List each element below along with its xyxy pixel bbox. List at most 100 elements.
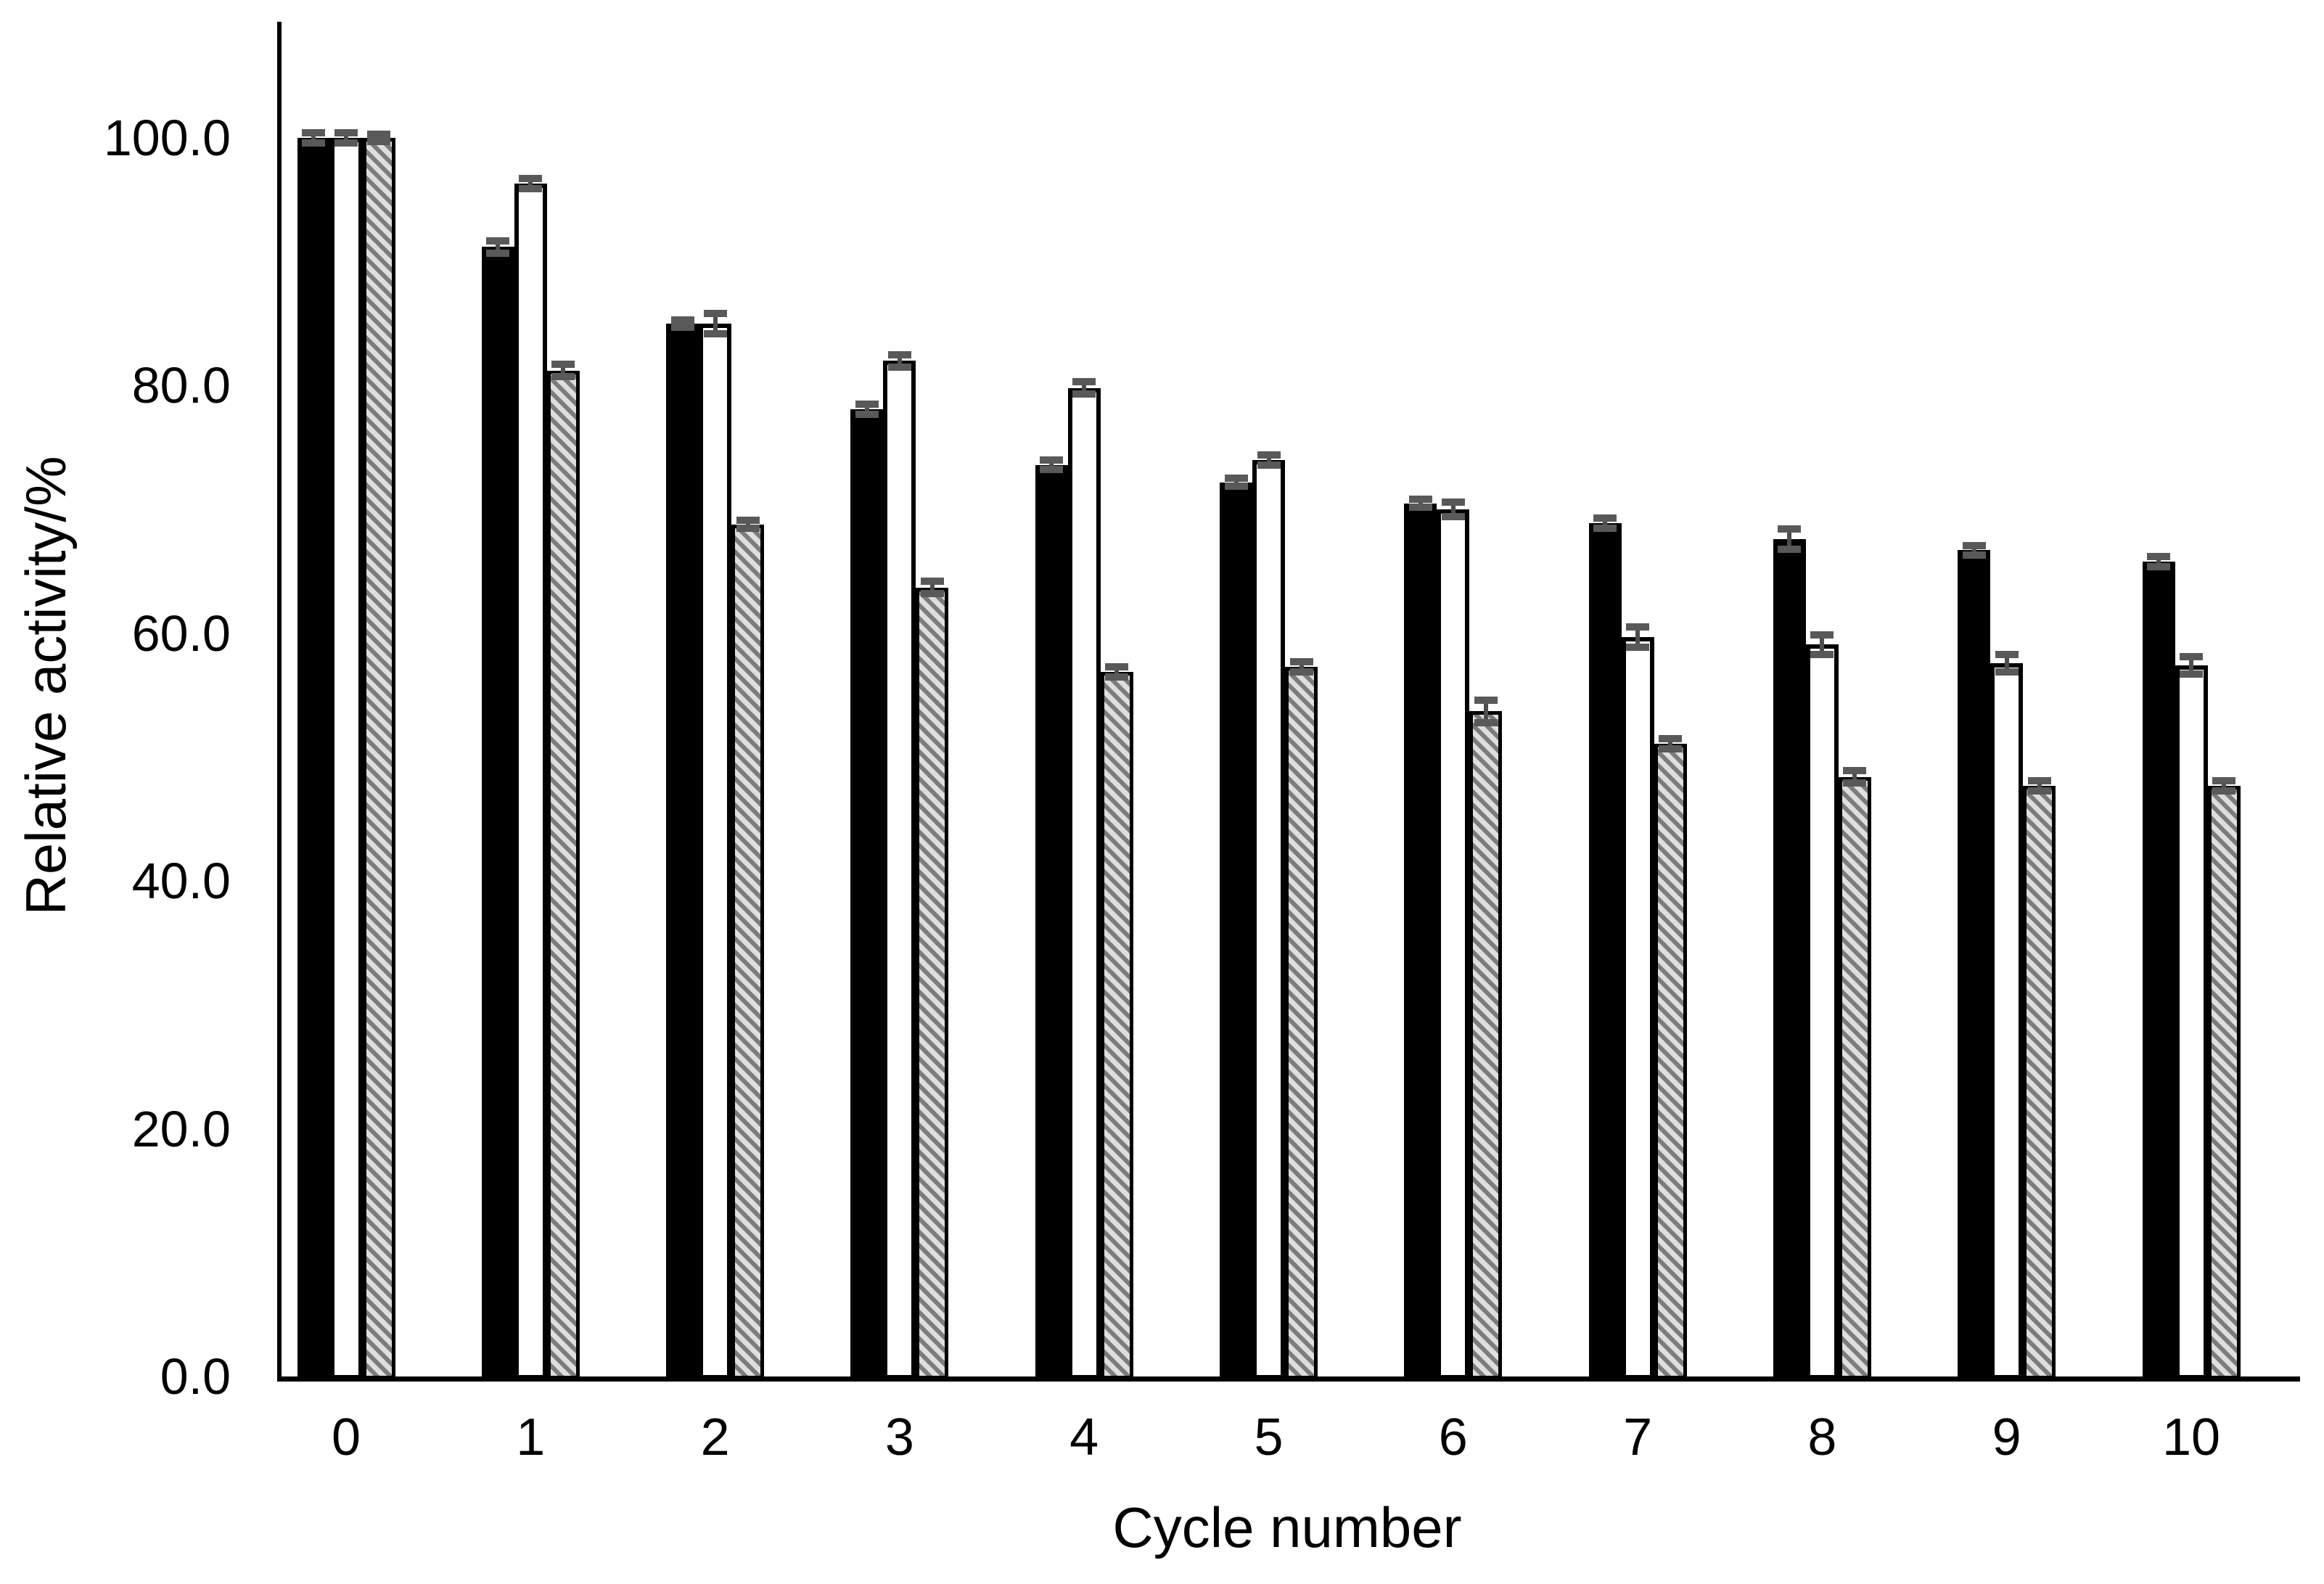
bar-cycle6-black-solid-bars [1404, 503, 1437, 1379]
error-bar-cap [1040, 466, 1064, 474]
x-tick-label: 5 [1254, 1408, 1284, 1466]
x-tick-label: 8 [1807, 1408, 1837, 1466]
error-bar-cap [2027, 787, 2051, 795]
error-bar-whisker [1820, 634, 1825, 654]
y-axis-line [277, 22, 282, 1382]
error-bar-cap [1105, 662, 1129, 670]
error-bar-cap [2147, 552, 2170, 560]
bar-cycle7-black-solid-bars [1588, 522, 1622, 1379]
bar-cycle0-black-solid-bars [297, 138, 330, 1379]
bar-cycle9-white-open-bars [1990, 662, 2024, 1379]
error-bar-cap [703, 329, 727, 337]
error-bar-whisker [1971, 545, 1976, 556]
error-bar-cap [1962, 541, 1986, 549]
x-tick-label: 0 [331, 1408, 361, 1466]
error-bar-cap [736, 517, 760, 525]
error-bar-whisker [1418, 499, 1423, 507]
bar-cycle7-white-open-bars [1621, 636, 1654, 1379]
x-axis-line [277, 1376, 2300, 1382]
error-bar-cap [551, 373, 575, 381]
error-bar-whisker [1233, 478, 1239, 486]
error-bar-cap [1659, 744, 1683, 752]
error-bar-cap [1659, 734, 1683, 742]
error-bar-whisker [864, 404, 869, 414]
bar-cycle8-gray-hatched-bars [1838, 776, 1871, 1379]
error-bar-cap [1995, 650, 2019, 658]
error-bar-cap [1257, 461, 1281, 469]
bar-cycle7-gray-hatched-bars [1654, 743, 1687, 1379]
error-bar-whisker [1266, 454, 1271, 465]
error-bar-whisker [377, 134, 381, 142]
error-bar-cap [302, 139, 325, 147]
error-bar-cap [1441, 498, 1465, 506]
error-bar-cap [2212, 787, 2235, 795]
error-bar-cap [1105, 673, 1129, 681]
x-tick-label: 6 [1438, 1408, 1468, 1466]
error-bar-whisker [1635, 627, 1641, 647]
y-tick-label: 80.0 [131, 357, 231, 414]
error-bar-cap [2180, 653, 2203, 661]
error-bar-cap [1072, 390, 1096, 398]
error-bar-whisker [2189, 657, 2193, 675]
x-axis-title: Cycle number [1112, 1495, 1462, 1559]
bar-cycle2-white-open-bars [699, 324, 732, 1379]
error-bar-cap [1810, 650, 1834, 658]
y-axis-title: Relative activity/% [14, 456, 78, 916]
y-tick-label: 100.0 [103, 110, 231, 166]
error-bar-cap [855, 401, 879, 408]
bar-cycle8-white-open-bars [1805, 644, 1839, 1379]
error-bar-cap [2212, 776, 2235, 784]
y-tick-label: 20.0 [131, 1100, 231, 1157]
error-bar-cap [887, 363, 911, 371]
x-tick-label: 1 [516, 1408, 546, 1466]
error-bar-cap [2147, 562, 2170, 570]
bar-cycle0-gray-hatched-bars [362, 138, 395, 1379]
bar-cycle10-white-open-bars [2175, 665, 2208, 1379]
error-bar-whisker [713, 313, 718, 334]
y-tick-label: 0.0 [160, 1348, 231, 1405]
error-bar-cap [2180, 670, 2203, 678]
bar-cycle0-white-open-bars [329, 138, 363, 1379]
error-bar-cap [519, 175, 543, 183]
y-tick-label: 60.0 [131, 604, 231, 662]
bar-cycle4-gray-hatched-bars [1100, 671, 1133, 1379]
error-bar-cap [1474, 696, 1498, 704]
error-bar-cap [486, 237, 510, 245]
bar-cycle2-gray-hatched-bars [731, 524, 765, 1379]
bar-cycle1-gray-hatched-bars [546, 370, 580, 1379]
error-bar-whisker [2222, 780, 2226, 791]
x-tick-label: 2 [700, 1408, 730, 1466]
error-bar-cap [551, 361, 575, 369]
error-bar-whisker [1603, 518, 1608, 528]
error-bar-whisker [1114, 666, 1120, 677]
error-bar-cap [334, 129, 358, 137]
error-bar-cap [1962, 551, 1986, 559]
error-bar-cap [519, 184, 543, 192]
error-bar-cap [1626, 623, 1650, 631]
error-bar-cap [1810, 631, 1834, 639]
bar-cycle5-white-open-bars [1252, 459, 1285, 1379]
error-bar-cap [1995, 668, 2019, 676]
error-bar-cap [1474, 718, 1498, 726]
error-bar-cap [1843, 779, 1867, 787]
error-bar-whisker [680, 319, 685, 328]
bar-cycle9-black-solid-bars [1958, 550, 1991, 1379]
error-bar-cap [1040, 456, 1064, 464]
error-bar-cap [920, 578, 944, 586]
error-bar-cap [1778, 525, 1802, 533]
error-bar-cap [855, 410, 879, 418]
error-bar-cap [1289, 668, 1313, 676]
error-bar-cap [1072, 378, 1096, 386]
error-bar-whisker [1483, 699, 1488, 723]
error-bar-whisker [897, 354, 902, 367]
bar-cycle3-gray-hatched-bars [916, 587, 949, 1379]
bar-cycle5-black-solid-bars [1220, 482, 1252, 1379]
error-bar-cap [1593, 514, 1617, 522]
bar-cycle10-gray-hatched-bars [2207, 785, 2241, 1379]
error-bar-cap [1408, 503, 1432, 511]
bar-cycle8-black-solid-bars [1773, 539, 1806, 1379]
error-bar-cap [887, 350, 911, 358]
error-bar-whisker [496, 240, 501, 253]
error-bar-whisker [311, 133, 316, 143]
